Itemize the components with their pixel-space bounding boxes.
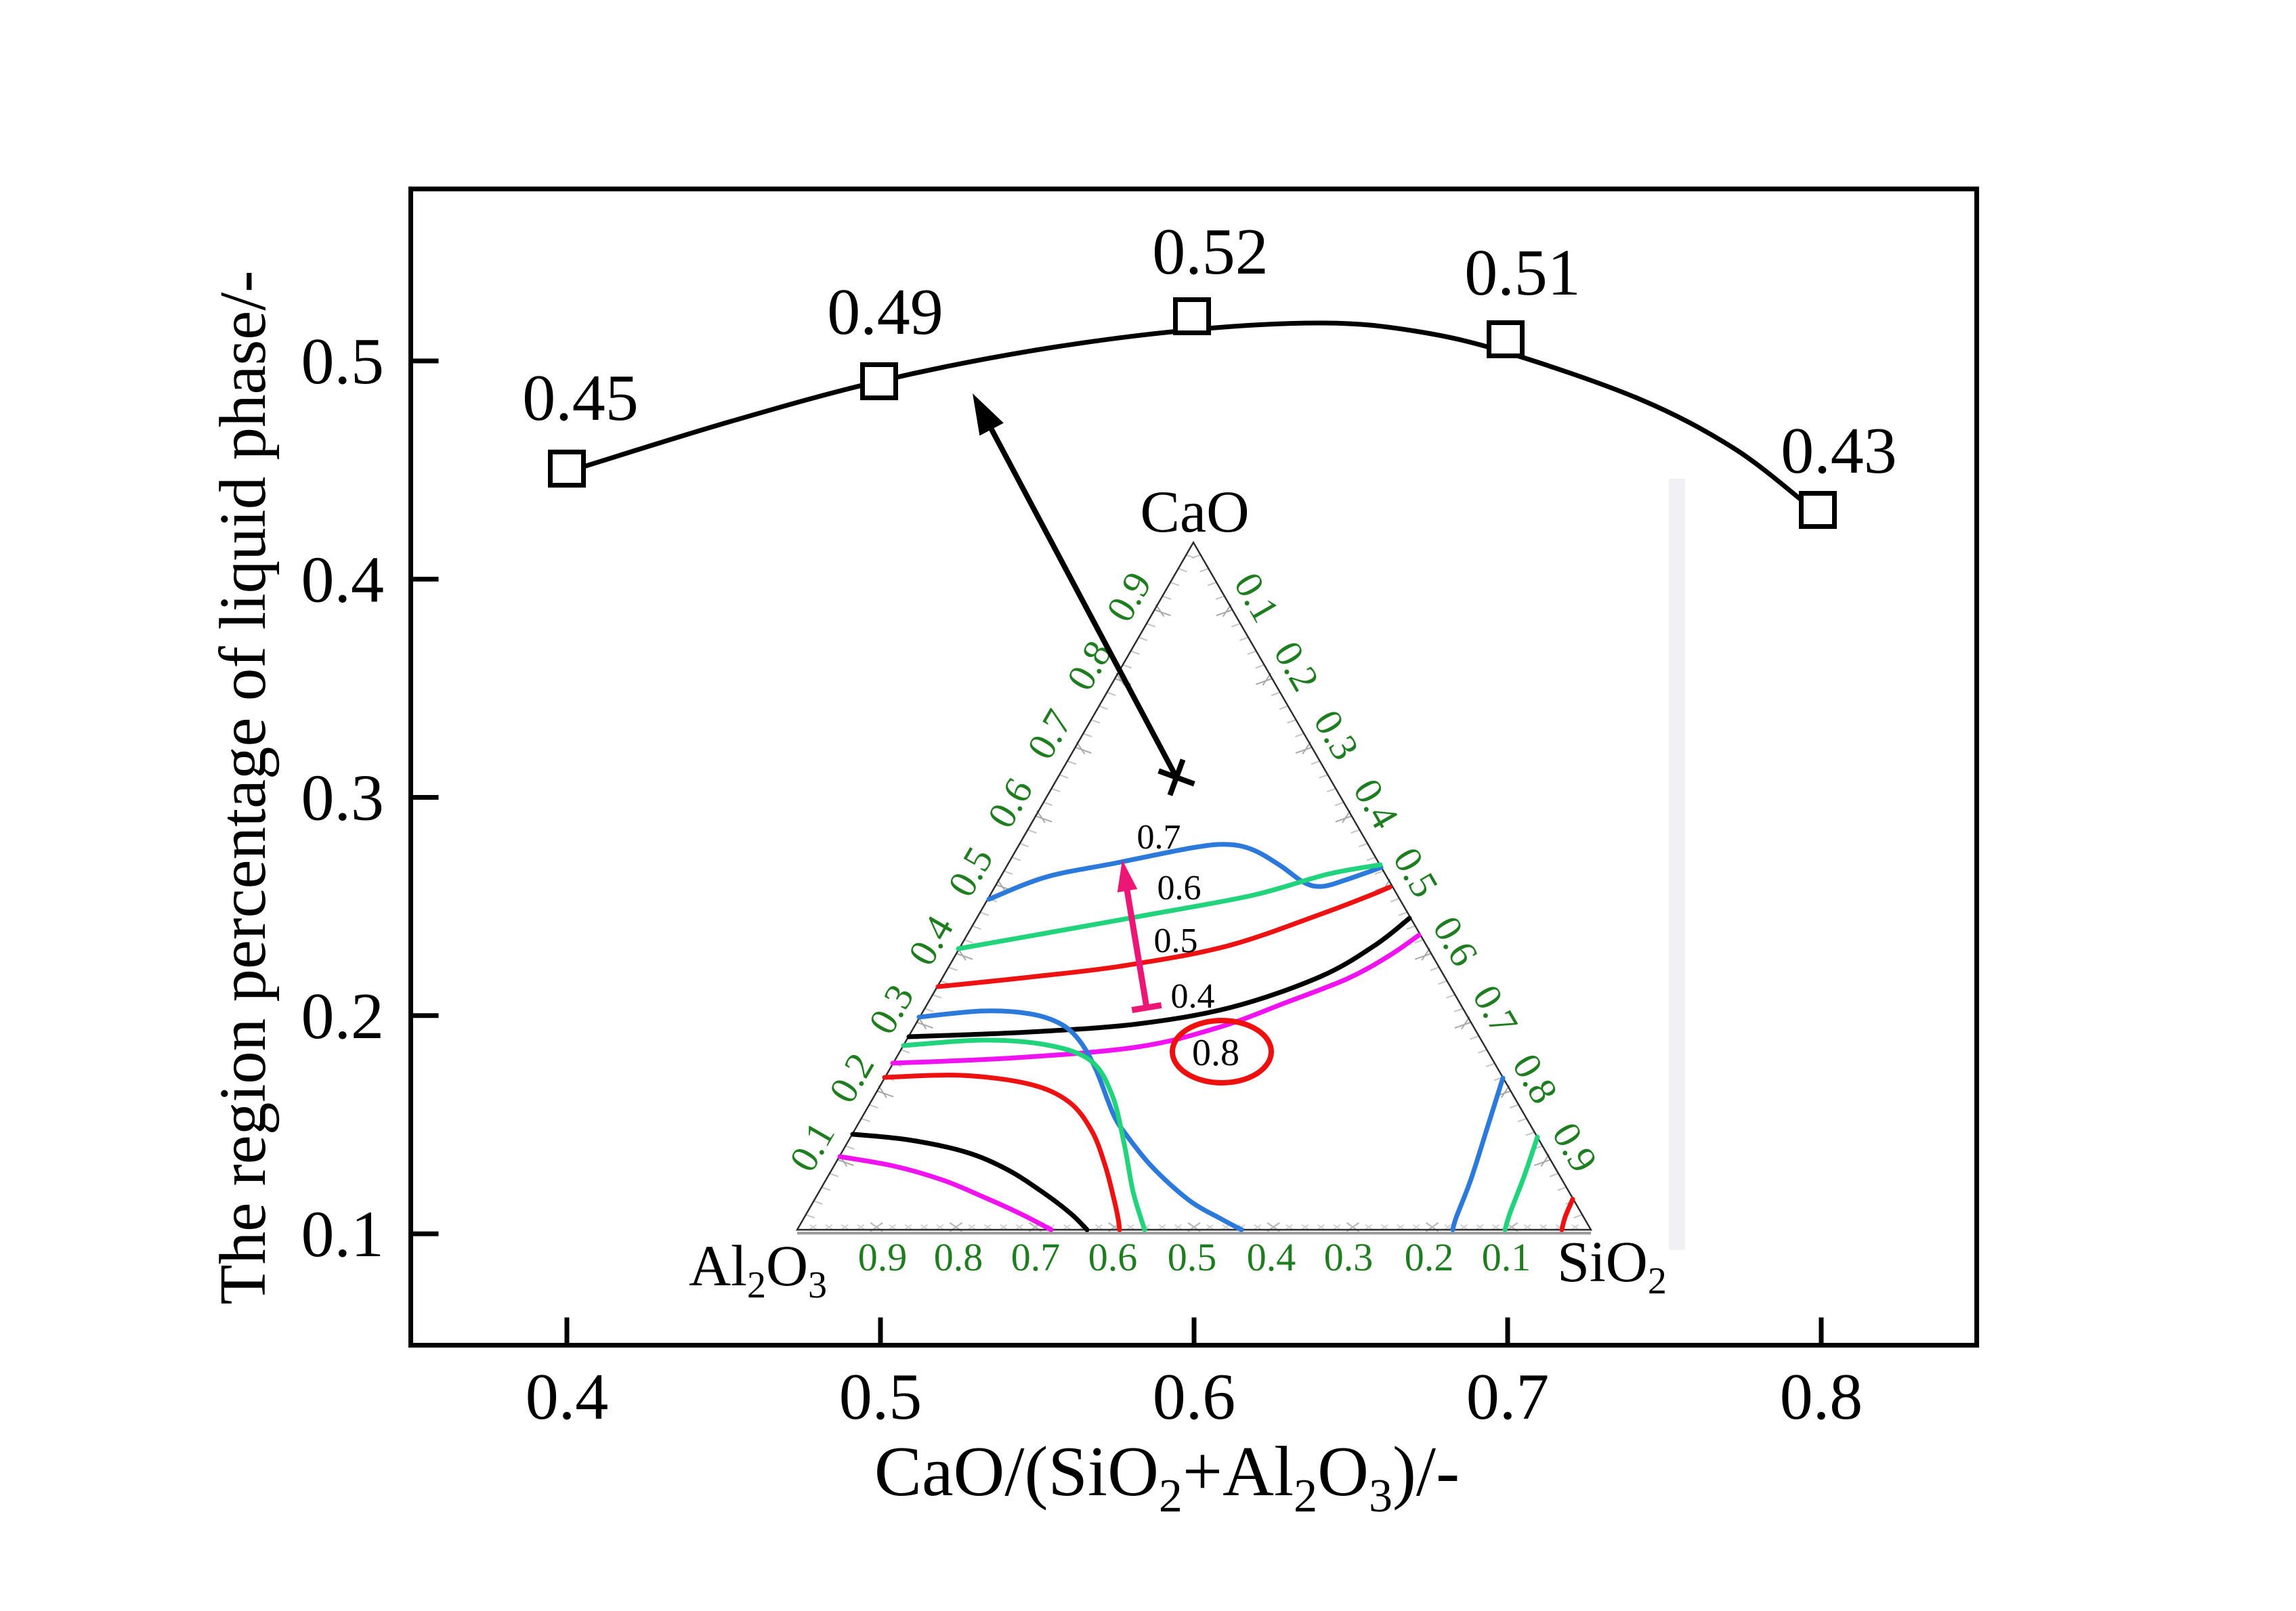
svg-text:0.5: 0.5: [839, 1360, 922, 1434]
svg-text:0.4: 0.4: [1247, 1235, 1296, 1279]
svg-text:0.6: 0.6: [1157, 869, 1202, 907]
svg-text:0.49: 0.49: [827, 276, 943, 349]
svg-text:0.6: 0.6: [1088, 1235, 1138, 1279]
svg-text:0.4: 0.4: [526, 1360, 609, 1434]
svg-text:0.3: 0.3: [1324, 1235, 1374, 1279]
svg-text:CaO/(SiO2+Al2O3)/-: CaO/(SiO2+Al2O3)/-: [874, 1432, 1460, 1522]
svg-text:0.52: 0.52: [1152, 215, 1269, 288]
svg-text:0.1: 0.1: [1482, 1235, 1531, 1279]
svg-text:0.6: 0.6: [1153, 1360, 1236, 1434]
svg-text:CaO: CaO: [1140, 479, 1249, 545]
svg-text:0.3: 0.3: [301, 762, 385, 835]
svg-text:0.5: 0.5: [1168, 1235, 1217, 1279]
svg-text:0.8: 0.8: [1192, 1032, 1239, 1074]
svg-text:0.7: 0.7: [1137, 818, 1181, 857]
svg-text:0.7: 0.7: [1011, 1235, 1061, 1279]
svg-text:0.51: 0.51: [1464, 236, 1581, 309]
svg-text:0.4: 0.4: [301, 543, 385, 616]
svg-text:0.2: 0.2: [301, 980, 385, 1053]
svg-text:The region percentage of liqui: The region percentage of liquid phase/-: [207, 270, 279, 1304]
svg-text:0.9: 0.9: [858, 1235, 908, 1279]
svg-text:0.2: 0.2: [1405, 1235, 1454, 1279]
svg-text:0.8: 0.8: [934, 1235, 983, 1279]
svg-text:0.1: 0.1: [301, 1198, 385, 1271]
svg-text:0.8: 0.8: [1780, 1360, 1863, 1434]
svg-text:0.5: 0.5: [301, 325, 385, 398]
svg-text:0.7: 0.7: [1466, 1360, 1550, 1434]
svg-text:0.43: 0.43: [1781, 414, 1897, 488]
svg-text:0.4: 0.4: [1171, 977, 1215, 1016]
svg-text:0.5: 0.5: [1154, 922, 1198, 960]
svg-text:0.45: 0.45: [522, 362, 639, 435]
